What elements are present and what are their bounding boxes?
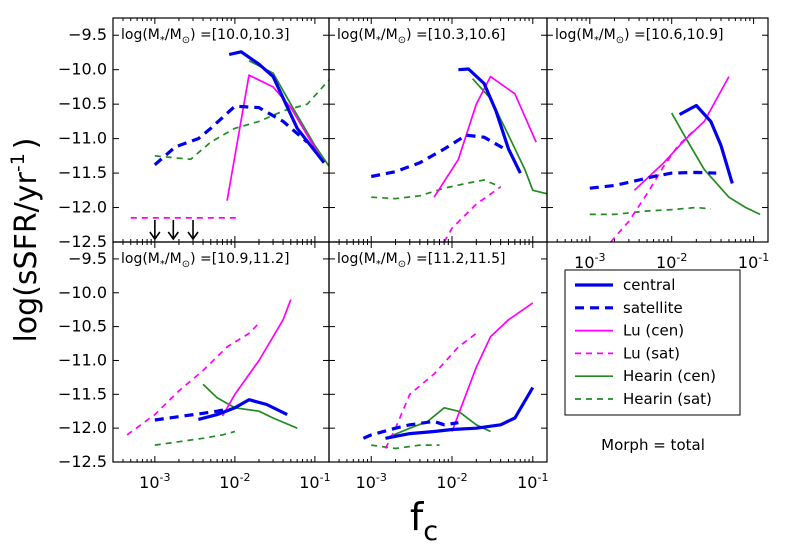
y-tick-label: −10.0: [58, 60, 107, 79]
panel-5-series: [362, 302, 535, 450]
y-tick-label: −12.5: [58, 452, 107, 471]
morph-annotation: Morph = total: [601, 436, 705, 454]
x-tick-label: 10-1: [517, 471, 548, 492]
y-tick-label: −12.0: [58, 198, 107, 217]
panel-3-frame: [546, 17, 769, 243]
panel-3-series-satellite: [589, 170, 717, 190]
panel-3-series-hearin-sat: [589, 206, 711, 216]
panel-1-series: [130, 50, 329, 219]
x-tick-label: 10-1: [299, 471, 330, 492]
y-tick-label: −11.5: [58, 384, 107, 403]
panel-2-series-lu-sat: [443, 186, 502, 242]
legend-label: Lu (sat): [623, 344, 680, 362]
panel-4-series-lu-sat: [126, 322, 260, 436]
y-tick-label: −12.0: [58, 418, 107, 437]
panel-4-series-satellite: [154, 407, 228, 422]
panel-5-series-lu-cen: [451, 302, 534, 432]
panel-1-series-hearin-sat: [154, 79, 329, 161]
legend-label: satellite: [623, 299, 683, 317]
y-tick-label: −11.0: [58, 129, 107, 148]
x-tick-label: 10-2: [219, 471, 250, 492]
panel-2-series-central: [458, 67, 522, 174]
y-tick-label: −9.5: [68, 25, 107, 44]
panel-2-title: log(M*/M⊙) =[10.3,10.6]: [337, 27, 505, 46]
panel-3-series-lu-sat: [610, 127, 697, 242]
panel-4-series-hearin-sat: [154, 430, 236, 446]
y-axis-label: log(sSFR/yr-1): [7, 137, 44, 342]
legend-label: Hearin (cen): [623, 367, 716, 385]
x-tick-label: 10-3: [574, 251, 605, 272]
panel-5-series-hearin-cen: [385, 406, 491, 440]
panel-2-frame: [328, 17, 548, 243]
panel-3-series: [589, 76, 761, 242]
y-tick-label: −10.5: [58, 317, 107, 336]
panel-3-series-hearin-cen: [670, 112, 761, 216]
panel-1-series-satellite: [153, 104, 309, 167]
panel-2-series-lu-cen: [433, 75, 537, 198]
legend: central satellite Lu (cen) Lu (sat) Hearin (…: [564, 269, 741, 416]
upper-limit-arrow: [187, 219, 199, 241]
x-tick-label: 10-3: [356, 471, 387, 492]
panel-2-series-hearin-sat: [371, 179, 501, 200]
x-tick-label: 10-1: [738, 251, 769, 272]
upper-limit-arrow: [167, 219, 179, 241]
x-tick-label: 10-2: [656, 251, 687, 272]
x-tick-label: 10-2: [436, 471, 467, 492]
x-axis-label: fc: [410, 495, 438, 547]
panel-3-series-lu-cen: [633, 76, 730, 191]
panel-3-series-central: [678, 103, 734, 184]
y-tick-label: −10.5: [58, 94, 107, 113]
y-tick-label: −11.0: [58, 350, 107, 369]
panel-4-series-lu-cen: [221, 299, 292, 417]
panel-1-series-lu-cen: [226, 74, 325, 201]
legend-label: Lu (cen): [623, 322, 684, 340]
panel-5-series-satellite: [362, 419, 459, 440]
panel-2-series: [370, 67, 547, 242]
panel-5-series-central: [385, 386, 535, 440]
panel-1-title: log(M*/M⊙) =[10.0,10.3]: [121, 27, 289, 46]
panel-1-series-central: [228, 50, 326, 164]
panel-4-series: [126, 299, 298, 446]
x-tick-label: 10-3: [139, 471, 170, 492]
legend-label: central: [623, 276, 675, 294]
panel-2-series-satellite: [370, 133, 506, 179]
y-tick-label: −12.5: [58, 232, 107, 251]
panel-5-title: log(M*/M⊙) =[11.2,11.5]: [337, 251, 505, 270]
panel-4-series-hearin-cen: [202, 383, 298, 429]
y-tick-label: −11.5: [58, 163, 107, 182]
legend-label: Hearin (sat): [623, 390, 712, 408]
panel-4-title: log(M*/M⊙) =[10.9,11.2]: [121, 251, 289, 270]
y-tick-label: −9.5: [68, 249, 107, 268]
y-tick-label: −10.0: [58, 283, 107, 302]
panel-5-frame: [328, 241, 548, 463]
panel-4-series-central: [198, 398, 288, 421]
panel-5-series-hearin-sat: [371, 444, 440, 450]
panel-3-title: log(M*/M⊙) =[10.6,10.9]: [555, 27, 723, 46]
